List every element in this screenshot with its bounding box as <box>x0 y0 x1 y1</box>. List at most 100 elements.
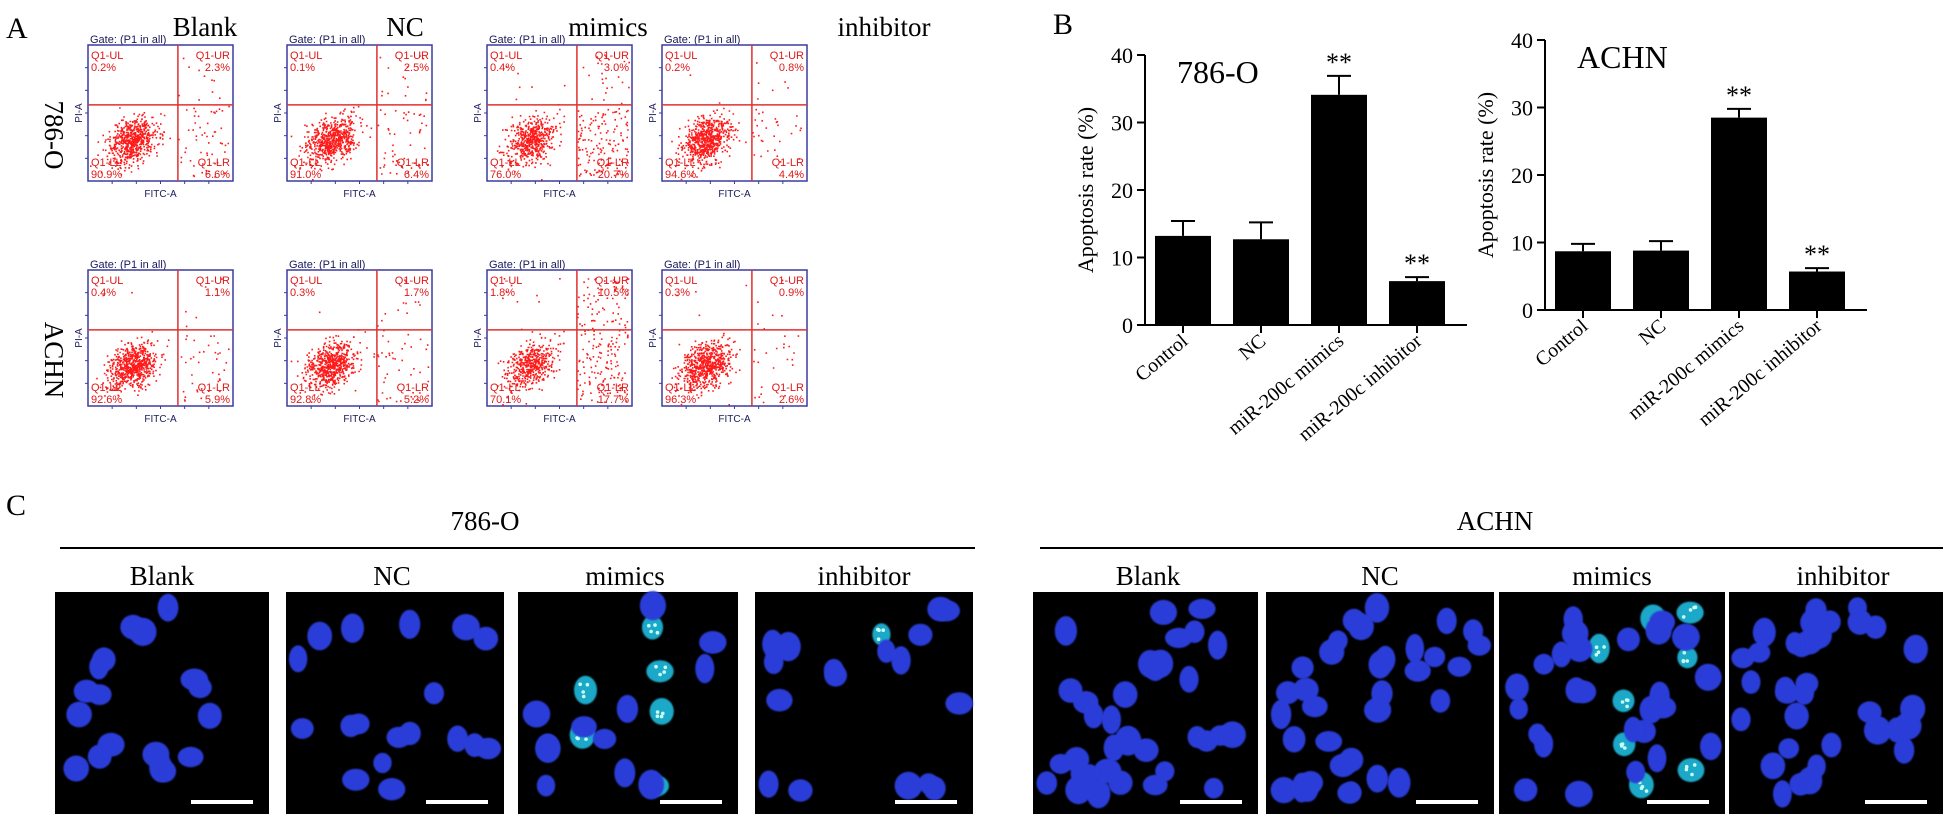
flow-plot-786o-mimics: Gate: (P1 in all) Q1-UL0.4% Q1-UR3.0% Q1-LL… <box>473 34 633 200</box>
flow-q-ul-value: 0.2% <box>665 62 690 74</box>
flow-events <box>290 55 429 181</box>
nucleus <box>945 692 973 715</box>
nucleus <box>1741 670 1761 694</box>
nucleus <box>1149 599 1177 625</box>
flow-event-dots <box>90 57 230 178</box>
scale-bar <box>895 800 957 804</box>
flow-events <box>96 278 230 402</box>
flow-q-ur-value: 1.7% <box>404 287 429 299</box>
x-tick-label: Control <box>1531 315 1592 371</box>
y-tick-label: 20 <box>1111 178 1133 203</box>
flow-plot-frame <box>87 44 234 182</box>
bar-control <box>1555 251 1611 310</box>
nucleus <box>152 760 177 783</box>
chromatin-spot <box>1624 698 1629 702</box>
flow-q-ul-name: Q1-UL <box>290 50 322 62</box>
nucleus <box>1282 726 1306 753</box>
flow-col-header-blank: Blank <box>173 12 238 42</box>
nucleus <box>1329 753 1356 778</box>
nucleus <box>63 755 89 782</box>
nucleus <box>452 614 480 641</box>
chromatin-spot <box>1623 746 1627 750</box>
flow-gate-label: Gate: (P1 in all) <box>289 259 365 271</box>
fluor-header-786o-inhibitor: inhibitor <box>818 561 911 591</box>
nucleus <box>1315 731 1343 752</box>
nucleus <box>1623 716 1643 743</box>
bar-control <box>1155 235 1211 325</box>
nucleus <box>639 591 667 621</box>
flow-plot-786o-blank: Gate: (P1 in all) Q1-UL0.2% Q1-UR2.3% Q1-LL… <box>74 34 234 200</box>
scale-bar <box>191 800 253 804</box>
panel-label-a: A <box>6 12 28 45</box>
nucleus <box>1208 630 1228 660</box>
nucleus <box>614 758 636 788</box>
significance-marker: ** <box>1804 240 1830 269</box>
chromatin-spot <box>876 637 881 641</box>
flow-cytometry-grid: Gate: (P1 in all)Q1-UL0.2%Q1-UR2.3%Q1-LL… <box>74 34 808 425</box>
flow-q-lr-value: 5.2% <box>404 394 429 406</box>
nucleus <box>1778 738 1799 759</box>
flow-q-ul-value: 1.8% <box>490 287 515 299</box>
flow-events <box>496 54 630 181</box>
nucleus <box>1731 707 1751 732</box>
nucleus <box>447 725 468 752</box>
x-tick-label: Control <box>1131 330 1192 386</box>
flow-plot-frame <box>661 269 808 407</box>
chromatin-spot <box>653 623 657 627</box>
chromatin-spot <box>659 714 664 719</box>
nucleus <box>424 682 444 705</box>
fluor-image-786o-inhibitor <box>755 592 973 814</box>
flow-row-label-786o: 786-O <box>39 101 69 170</box>
nucleus <box>1616 627 1640 652</box>
nucleus <box>1036 771 1058 795</box>
bar-nc <box>1233 239 1289 325</box>
y-tick-label: 10 <box>1511 231 1533 256</box>
nucleus <box>288 645 308 673</box>
nucleus <box>1893 736 1915 764</box>
fluor-header-786o-blank: Blank <box>130 561 195 591</box>
flow-q-ll-value: 92.8% <box>290 394 321 406</box>
nuclei <box>1270 593 1492 804</box>
chromatin-spot <box>1688 608 1693 612</box>
nucleus <box>1404 660 1431 682</box>
nucleus <box>923 776 946 801</box>
nucleus <box>1775 676 1796 701</box>
panel-label-c: C <box>6 489 26 522</box>
flow-q-ul-value: 0.1% <box>290 62 315 74</box>
flow-q-lr-name: Q1-LR <box>597 382 629 394</box>
flow-q-ul-value: 0.2% <box>91 62 116 74</box>
chromatin-spot <box>585 682 590 687</box>
scale-bar <box>1647 800 1709 804</box>
flow-q-ul-value: 0.3% <box>665 287 690 299</box>
panel-label-b: B <box>1053 8 1073 41</box>
nucleus <box>1794 682 1815 705</box>
fluor-title-786o: 786-O <box>451 506 520 536</box>
y-tick-label: 40 <box>1511 28 1533 53</box>
chromatin-spot <box>881 628 885 632</box>
bar-mir-200c-mimics <box>1311 94 1367 325</box>
flow-x-axis-label: FITC-A <box>718 414 751 425</box>
chromatin-spot <box>1625 704 1629 709</box>
flow-q-ll-value: 70.1% <box>490 394 521 406</box>
flow-y-axis-label: PI-A <box>273 103 284 123</box>
flow-event-dots <box>290 55 429 181</box>
nucleus <box>535 733 561 763</box>
flow-q-lr-value: 2.6% <box>779 394 804 406</box>
chromatin-spot <box>1682 650 1687 655</box>
apoptotic-nucleus <box>574 675 597 705</box>
bar-mir-200c-inhibitor <box>1389 281 1445 325</box>
flow-q-ll-name: Q1-LL <box>91 382 122 394</box>
chart-title: ACHN <box>1577 39 1668 75</box>
flow-x-axis-label: FITC-A <box>543 414 576 425</box>
chromatin-spot <box>661 711 665 716</box>
flow-y-axis-label: PI-A <box>648 328 659 348</box>
significance-marker: ** <box>1326 48 1352 77</box>
nucleus <box>1058 678 1083 703</box>
nucleus <box>197 702 222 729</box>
nucleus <box>1857 701 1882 724</box>
nucleus <box>177 746 204 768</box>
nucleus <box>1847 609 1873 635</box>
nucleus <box>386 726 412 748</box>
chromatin-spot <box>1692 763 1697 767</box>
scale-bar <box>1416 800 1478 804</box>
